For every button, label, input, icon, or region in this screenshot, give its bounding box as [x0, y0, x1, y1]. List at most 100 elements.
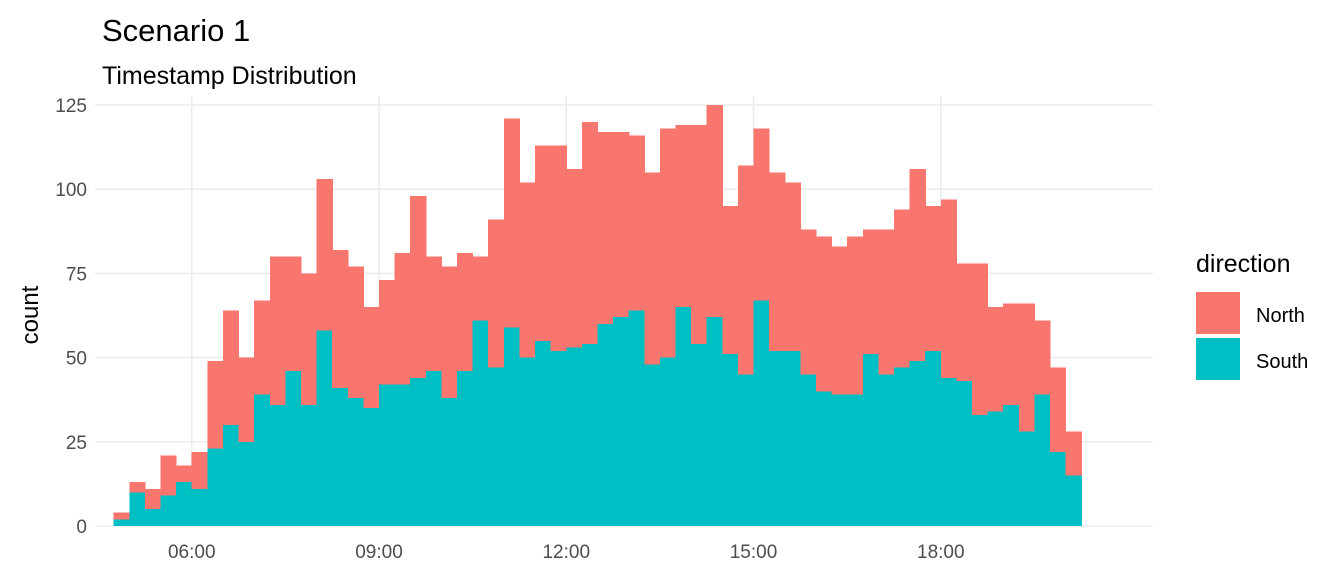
- bar-north: [847, 236, 864, 395]
- bar-north: [1003, 303, 1020, 405]
- bar-north: [987, 307, 1004, 412]
- bar-north: [238, 357, 255, 442]
- bar-south: [550, 350, 567, 526]
- bar-south: [971, 414, 989, 526]
- bar-south: [893, 367, 911, 526]
- bar-south: [566, 347, 583, 526]
- bar-north: [706, 105, 723, 318]
- bar-south: [394, 384, 411, 526]
- y-tick-label: 50: [66, 349, 87, 370]
- bar-north: [1065, 431, 1082, 476]
- bar-south: [878, 374, 895, 526]
- bar-south: [347, 398, 365, 526]
- bar-south: [425, 371, 443, 526]
- bar-north: [488, 219, 505, 368]
- bar-south: [238, 441, 255, 526]
- bar-north: [737, 165, 755, 375]
- bar-north: [457, 253, 474, 372]
- bar-north: [769, 172, 786, 351]
- bar-north: [659, 128, 677, 358]
- bar-north: [129, 482, 146, 493]
- bar-north: [519, 182, 536, 358]
- bar-south: [613, 317, 630, 526]
- y-tick-label: 25: [66, 433, 87, 454]
- bar-south: [472, 320, 489, 526]
- bar-south: [160, 495, 177, 526]
- bar-north: [363, 307, 380, 409]
- bar-north: [144, 488, 162, 510]
- bar-south: [628, 310, 645, 526]
- y-tick-label: 100: [55, 180, 87, 201]
- bar-north: [113, 512, 130, 520]
- bar-south: [191, 488, 208, 526]
- bar-south: [519, 357, 536, 526]
- legend-title: direction: [1196, 250, 1291, 278]
- bar-north: [971, 263, 989, 415]
- bar-south: [285, 371, 302, 526]
- bar-north: [597, 131, 614, 324]
- bar-north: [394, 253, 411, 385]
- x-tick-label: 15:00: [730, 542, 778, 563]
- bar-north: [1018, 303, 1036, 432]
- x-tick-labels: 06:00 09:00 12:00 15:00 18:00: [168, 542, 965, 563]
- bar-north: [441, 266, 458, 399]
- bar-north: [254, 300, 271, 395]
- bar-south: [410, 377, 427, 526]
- bar-south: [1003, 404, 1020, 526]
- bar-north: [191, 451, 208, 489]
- bar-south: [753, 300, 770, 526]
- bar-north: [675, 125, 692, 308]
- bar-north: [628, 135, 645, 311]
- bar-north: [784, 182, 801, 351]
- bar-south: [254, 394, 271, 526]
- bar-south: [379, 384, 396, 526]
- bar-north: [722, 206, 739, 355]
- bar-south: [909, 360, 926, 526]
- bar-north: [503, 118, 521, 328]
- bars-layer: [113, 105, 1082, 526]
- legend-label-north: North: [1256, 305, 1305, 327]
- bar-south: [144, 509, 162, 526]
- bar-south: [644, 364, 661, 526]
- x-tick-label: 12:00: [542, 542, 590, 563]
- bar-south: [769, 350, 786, 526]
- bar-south: [597, 323, 614, 526]
- bar-south: [457, 371, 474, 526]
- legend: direction North South: [1196, 250, 1308, 380]
- bar-south: [113, 519, 130, 526]
- x-tick-label: 09:00: [355, 542, 403, 563]
- bar-south: [222, 424, 240, 526]
- bar-south: [488, 367, 505, 526]
- bar-north: [332, 249, 349, 388]
- bar-south: [706, 317, 723, 526]
- bar-south: [503, 327, 521, 526]
- bar-north: [878, 229, 895, 375]
- legend-swatch-north: [1196, 292, 1240, 334]
- chart-subtitle: Timestamp Distribution: [102, 62, 357, 90]
- bar-south: [956, 381, 973, 526]
- bar-north: [472, 256, 489, 321]
- bar-north: [410, 195, 427, 378]
- bar-south: [1034, 394, 1051, 526]
- bar-north: [644, 172, 661, 365]
- bar-north: [893, 209, 911, 368]
- bar-north: [566, 168, 583, 348]
- bar-north: [613, 131, 630, 318]
- bar-south: [722, 354, 739, 526]
- bar-south: [987, 411, 1004, 526]
- bar-south: [691, 344, 708, 526]
- bar-south: [441, 398, 458, 526]
- bar-south: [675, 307, 692, 526]
- bar-south: [332, 387, 349, 526]
- bar-north: [550, 145, 567, 351]
- bar-north: [1050, 367, 1067, 452]
- bar-north: [753, 128, 770, 301]
- bar-north: [207, 360, 224, 449]
- bar-south: [300, 404, 318, 526]
- y-tick-labels: 0 25 50 75 100 125: [55, 96, 87, 538]
- bar-south: [535, 340, 552, 526]
- bar-south: [659, 357, 677, 526]
- y-tick-label: 125: [55, 96, 87, 117]
- bar-north: [347, 266, 365, 399]
